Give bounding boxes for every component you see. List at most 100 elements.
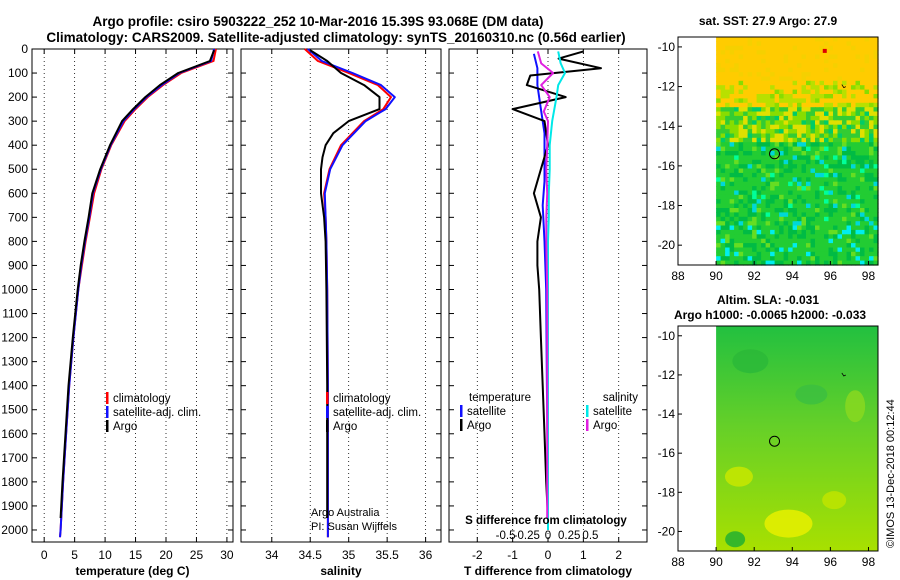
series-line-climatology <box>59 48 217 538</box>
map-cell <box>855 212 861 218</box>
map-cell <box>833 50 839 56</box>
map-cell <box>837 186 843 192</box>
map-cell <box>729 37 735 42</box>
map-cell <box>743 94 749 99</box>
map-cell <box>797 159 803 165</box>
y-tick-label: 700 <box>8 210 28 224</box>
map-cell <box>761 243 767 249</box>
map-cell <box>720 186 726 192</box>
map-cell <box>756 98 762 104</box>
map-cell <box>774 177 780 183</box>
map-cell <box>846 177 852 183</box>
map-cell <box>833 168 839 174</box>
map-cell <box>770 234 776 240</box>
map-cell <box>792 111 798 117</box>
map-cell <box>851 181 857 187</box>
map-cell <box>756 225 762 231</box>
map-cell <box>716 221 722 227</box>
map-cell <box>855 260 861 266</box>
map-cell <box>788 94 794 99</box>
map-cell <box>846 221 852 227</box>
map-cell <box>779 45 785 51</box>
map-cell <box>770 133 776 139</box>
map-cell <box>833 80 839 86</box>
map-cell <box>842 243 848 249</box>
map-cell <box>716 50 722 56</box>
map-cell <box>761 225 767 231</box>
map-cell <box>720 63 726 69</box>
map-cell <box>801 63 807 69</box>
map-cell <box>788 72 794 78</box>
map-cell <box>774 137 780 143</box>
map-cell <box>851 225 857 231</box>
map-cell <box>738 208 744 213</box>
map-cell <box>783 89 789 95</box>
map-cell <box>851 37 857 42</box>
map-cell <box>761 85 767 91</box>
map-cell <box>783 234 789 240</box>
map-cell <box>860 133 866 139</box>
map-cell <box>743 208 749 213</box>
map-cell <box>774 85 780 91</box>
y-tick-label: 600 <box>8 186 28 200</box>
map-cell <box>761 89 767 95</box>
map-cell <box>788 89 794 95</box>
map-cell <box>797 102 803 108</box>
map-cell <box>734 63 740 69</box>
x-tick-label: 34.5 <box>299 548 323 562</box>
map-cell <box>837 155 843 161</box>
map-cell <box>734 216 740 222</box>
map-cell <box>797 234 803 240</box>
map-cell <box>837 177 843 183</box>
sla-blob <box>845 390 866 423</box>
map-cell <box>783 76 789 82</box>
map-cell <box>801 247 807 253</box>
map-cell <box>842 89 848 95</box>
map-cell <box>729 80 735 86</box>
map-cell <box>779 216 785 222</box>
map-cell <box>734 76 740 82</box>
legend-item-swatch <box>586 405 589 417</box>
map-cell <box>851 50 857 56</box>
map-cell <box>765 89 771 95</box>
map-cell <box>765 98 771 104</box>
map-cell <box>774 63 780 69</box>
map-cell <box>860 172 866 178</box>
map-cell <box>846 168 852 174</box>
map-cell <box>729 111 735 117</box>
map-cell <box>783 37 789 42</box>
map-cell <box>774 111 780 117</box>
map-cell <box>869 129 875 135</box>
map-cell <box>738 243 744 249</box>
map-cell <box>725 67 731 73</box>
map-cell <box>725 37 731 42</box>
map-cell <box>761 41 767 47</box>
map-cell <box>756 58 762 64</box>
x-tick-label-secondary: 0 <box>545 530 551 542</box>
map-cell <box>810 98 816 104</box>
map-cell <box>869 94 875 99</box>
map-cell <box>743 63 749 69</box>
map-cell <box>770 203 776 209</box>
x-tick-label: 35 <box>342 548 356 562</box>
map-cell <box>864 41 870 47</box>
map-cell <box>783 229 789 235</box>
map-cell <box>824 168 830 174</box>
map-cell <box>756 129 762 135</box>
map-cell <box>815 151 821 156</box>
y-tick-label: 2000 <box>1 523 28 537</box>
map-cell <box>752 177 758 183</box>
map-cell <box>797 168 803 174</box>
map-cell <box>855 54 861 60</box>
map-cell <box>770 251 776 257</box>
map-cell <box>842 151 848 156</box>
y-tick-label: 1200 <box>1 331 28 345</box>
map-cell <box>837 221 843 227</box>
map-cell <box>752 216 758 222</box>
map-cell <box>860 89 866 95</box>
map-cell <box>774 194 780 200</box>
map-cell <box>819 181 825 187</box>
map-cell <box>855 63 861 69</box>
map-cell <box>747 80 753 86</box>
